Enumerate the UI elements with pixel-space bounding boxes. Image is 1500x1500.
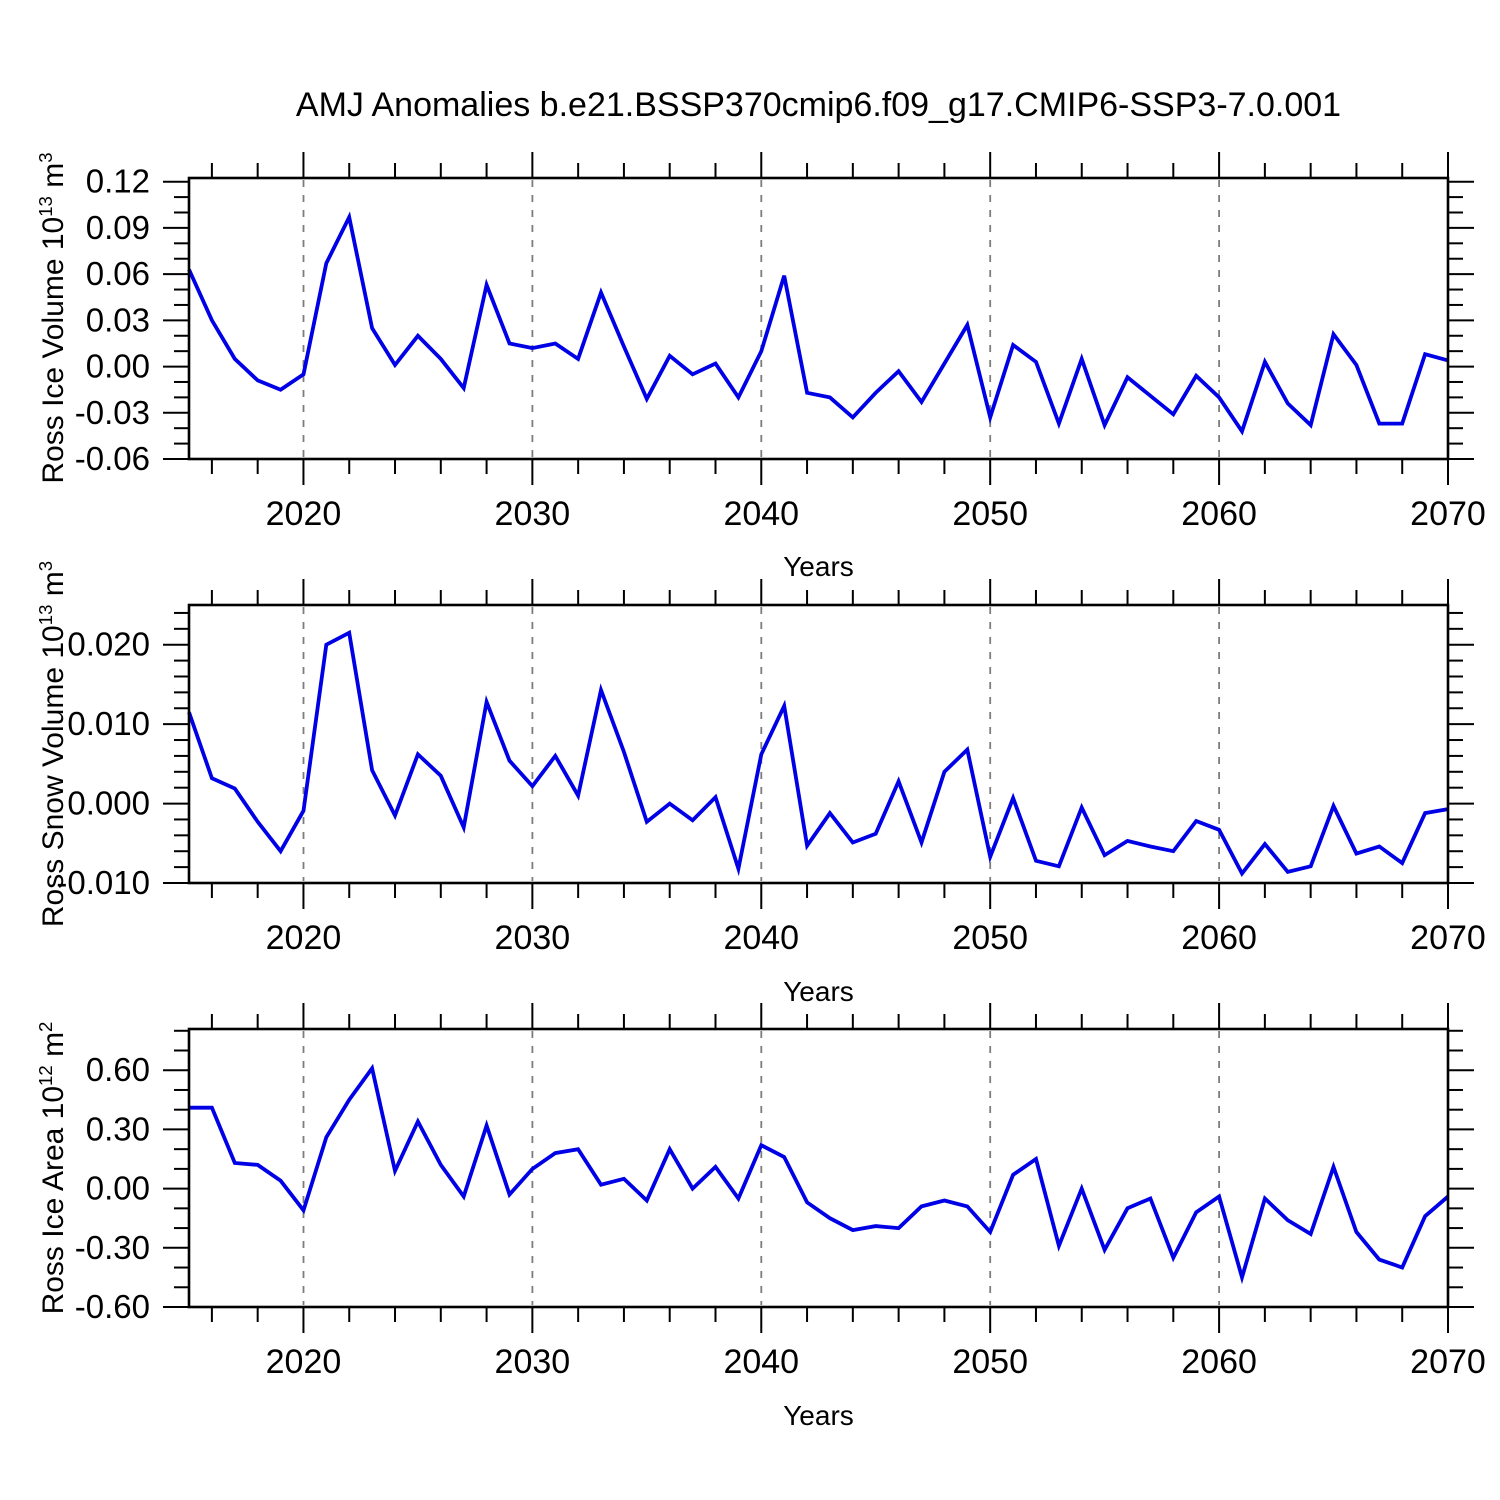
panel-ross-ice-volume: 2020 2030 2040 2050 2060 2070 0.12 0.09 0.06 0.03… <box>75 152 1486 533</box>
y-tick-label: 0.60 <box>86 1051 150 1088</box>
x-axis-title-panel-1: Years <box>783 551 854 582</box>
x-tick-label: 2040 <box>723 919 799 957</box>
x-tick-label: 2060 <box>1181 495 1257 533</box>
y-tick-label: 0.06 <box>86 255 150 292</box>
ross-snow-volume-series-line <box>187 629 1449 877</box>
chart-title: AMJ Anomalies b.e21.BSSP370cmip6.f09_g17… <box>295 86 1342 124</box>
y-axis-title-unit-exponent: 3 <box>35 560 56 572</box>
y-axis-title-text: Ross Snow Volume 10 <box>37 625 70 928</box>
y-tick-label: 0.30 <box>86 1110 150 1147</box>
y-axis-title-unit-exponent: 2 <box>35 1021 56 1032</box>
x-axis-title-panel-2: Years <box>783 976 854 1007</box>
panel-ross-ice-area: 2020 2030 2040 2050 2060 2070 0.60 0.30 0.00 -0.3… <box>75 1003 1486 1381</box>
x-tick-label: 2070 <box>1410 919 1486 957</box>
x-tick-label: 2040 <box>723 495 799 533</box>
y-tick-label: -0.60 <box>75 1288 150 1325</box>
y-tick-label: 0.03 <box>86 301 150 338</box>
x-tick-label: 2070 <box>1410 495 1486 533</box>
y-axis-title-unit-exponent: 3 <box>35 152 56 163</box>
y-tick-label: -0.30 <box>75 1229 150 1266</box>
y-axis-title-unit: m <box>37 162 70 197</box>
x-tick-label: 2030 <box>495 495 571 533</box>
x-tick-label: 2030 <box>495 919 571 957</box>
ross-ice-area-series-line <box>189 1063 1450 1285</box>
panel-border <box>187 176 1450 461</box>
y-tick-label: 0.010 <box>67 705 150 742</box>
y-axis-title-text: Ross Ice Volume 10 <box>37 216 70 484</box>
y-axis-title-exponent: 13 <box>35 196 56 217</box>
y-tick-label: -0.03 <box>75 394 150 431</box>
y-tick-label: 0.12 <box>86 163 150 200</box>
y-tick-label: 0.00 <box>86 348 150 385</box>
panel-border <box>187 1027 1450 1309</box>
x-tick-label: 2040 <box>723 1343 799 1381</box>
x-tick-label: 2030 <box>495 1343 571 1381</box>
y-axis-title-ice-area: Ross Ice Area 1012 m2 <box>26 908 70 1428</box>
x-tick-label: 2050 <box>952 919 1028 957</box>
y-tick-label: 0.09 <box>86 209 150 246</box>
y-axis-title-text: Ross Ice Area 10 <box>37 1085 70 1315</box>
y-tick-label: 0.00 <box>86 1170 150 1207</box>
y-tick-label: 0.000 <box>67 785 150 822</box>
y-tick-label: 0.020 <box>67 626 150 663</box>
panel-border <box>187 603 1450 885</box>
x-tick-label: 2020 <box>266 495 342 533</box>
x-tick-label: 2050 <box>952 1343 1028 1381</box>
x-tick-label: 2020 <box>266 1343 342 1381</box>
y-axis-title-exponent: 13 <box>35 604 56 626</box>
x-tick-label: 2070 <box>1410 1343 1486 1381</box>
x-tick-label: 2060 <box>1181 1343 1257 1381</box>
panel-ross-snow-volume: 2020 2030 2040 2050 2060 2070 0.020 0.010 0.000 -… <box>56 579 1486 957</box>
x-tick-label: 2060 <box>1181 919 1257 957</box>
y-tick-label: -0.010 <box>56 864 150 901</box>
ross-ice-volume-series-line <box>187 211 1449 436</box>
x-tick-label: 2020 <box>266 919 342 957</box>
x-axis-title-panel-3: Years <box>783 1400 854 1431</box>
x-tick-label: 2050 <box>952 495 1028 533</box>
y-axis-title-unit: m <box>37 1031 70 1066</box>
y-axis-title-unit: m <box>37 571 70 605</box>
y-axis-title-exponent: 12 <box>35 1065 56 1086</box>
y-tick-label: -0.06 <box>75 440 150 477</box>
